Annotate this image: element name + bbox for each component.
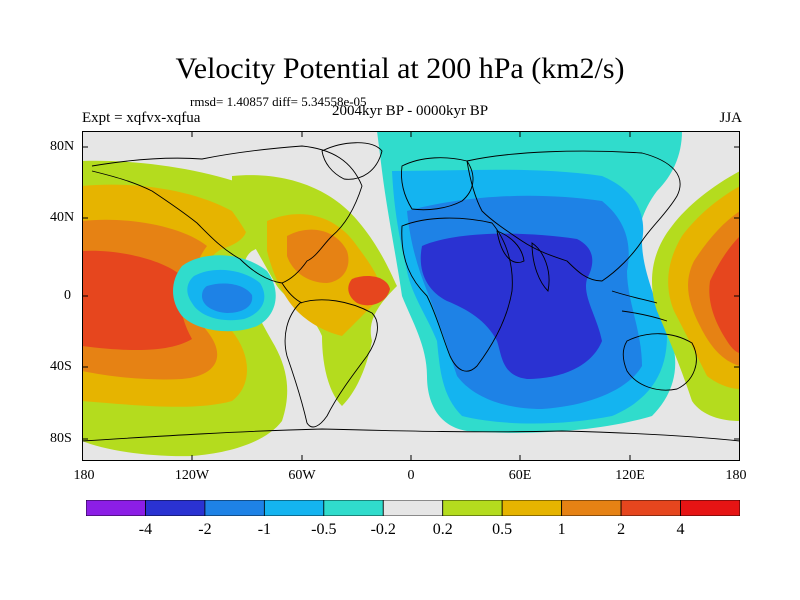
plot-title: Velocity Potential at 200 hPa (km2/s)	[175, 52, 625, 85]
colorbar-label: -1	[257, 521, 272, 538]
colorbar-swatch	[323, 500, 384, 516]
coastline-south-america	[284, 299, 378, 428]
colorbar-swatch	[86, 500, 146, 516]
colorbar-label: 4	[676, 521, 685, 538]
contour-neg-1-epacific	[202, 283, 253, 313]
lon-label-180w: 180	[73, 468, 95, 483]
stats-line: rmsd= 1.40857 diff= 5.34558e-05	[190, 94, 367, 109]
coastline-central-america	[281, 282, 303, 304]
lat-label-40n: 40N	[50, 210, 75, 225]
colorbar-swatch	[263, 500, 325, 516]
colorbar-swatch	[561, 500, 622, 516]
coastline-maritime-continent	[611, 290, 668, 322]
colorbar-label: 1	[557, 521, 566, 538]
colorbar	[86, 500, 740, 516]
colorbar-label: 2	[617, 521, 626, 538]
colorbar-swatch	[145, 500, 206, 516]
colorbar-swatch	[680, 500, 740, 516]
colorbar-label: -2	[198, 521, 212, 538]
colorbar-swatch	[620, 500, 681, 516]
velocity-potential-map	[82, 131, 740, 461]
lon-label-60w: 60W	[288, 468, 316, 483]
lat-label-0: 0	[64, 288, 71, 303]
experiment-label: Expt = xqfvx-xqfua	[82, 110, 201, 126]
coastline-india	[531, 242, 550, 292]
colorbar-label: -0.5	[311, 521, 337, 538]
lon-label-120e: 120E	[615, 468, 645, 483]
contour-pos-2-wpacific	[709, 236, 740, 353]
lon-label-0: 0	[407, 468, 415, 483]
contour-pos-2-atlantic	[348, 276, 390, 306]
coastline-greenland	[321, 142, 383, 180]
lat-label-80n: 80N	[50, 139, 75, 154]
period-label: 2004kyr BP - 0000kyr BP	[331, 103, 489, 119]
coastline-antarctica	[82, 428, 740, 442]
coastline-europe	[401, 157, 474, 211]
coastlines	[82, 142, 740, 442]
colorbar-label: -4	[138, 521, 153, 538]
lat-label-80s: 80S	[50, 431, 72, 446]
colorbar-swatch	[204, 500, 265, 516]
colorbar-swatch	[442, 500, 503, 516]
colorbar-label: 0.2	[432, 521, 453, 538]
coastline-australia	[622, 333, 697, 391]
coastline-asia	[466, 150, 681, 282]
lon-label-60e: 60E	[508, 468, 532, 483]
colorbar-swatch	[501, 500, 563, 516]
contour-pos-1-atlantic	[287, 229, 349, 283]
coastline-africa	[401, 217, 513, 372]
colorbar-label: 0.5	[492, 521, 513, 538]
lon-label-180e: 180	[725, 468, 747, 483]
lon-label-120w: 120W	[174, 468, 210, 483]
contour-neg-2-indian	[420, 233, 602, 379]
coastline-north-america	[91, 145, 363, 284]
coastline-arabia	[496, 230, 525, 263]
colorbar-label: -0.2	[370, 521, 396, 538]
contour-pos-2-pacific	[82, 250, 192, 351]
axis-ticks	[82, 131, 740, 461]
season-label: JJA	[719, 110, 742, 126]
lat-label-40s: 40S	[50, 359, 72, 374]
colorbar-swatch	[382, 500, 444, 516]
